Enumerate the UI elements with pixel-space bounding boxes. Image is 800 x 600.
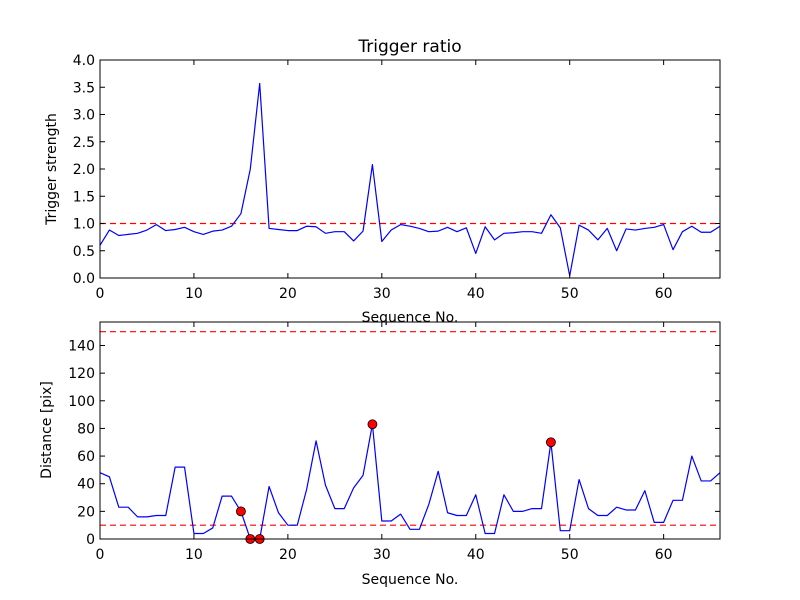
- x-tick-label: 40: [467, 286, 485, 302]
- chart-title: Trigger ratio: [357, 37, 461, 57]
- highlight-marker: [236, 506, 246, 517]
- series-line: [99, 423, 721, 540]
- y-tick-label: 3.0: [73, 108, 95, 124]
- y-tick-label: 2.5: [73, 135, 95, 151]
- x-tick-label: 50: [561, 547, 579, 563]
- x-tick-label: 50: [561, 286, 579, 302]
- distance-chart: 0 10 20 30 40 50 60 0 20 40 60 80 100 120 140 Sequence…: [39, 321, 721, 588]
- y-tick-label: 1.0: [73, 217, 95, 233]
- y-tick-label: 100: [68, 394, 95, 410]
- y-tick-label: 3.5: [73, 80, 95, 96]
- y-tick-label: 1.5: [73, 189, 95, 205]
- x-tick-label: 30: [373, 547, 391, 563]
- x-tick-label: 10: [185, 286, 203, 302]
- y-tick-label: 120: [68, 366, 95, 382]
- highlight-marker: [367, 419, 378, 430]
- y-tick-label: 80: [77, 421, 95, 437]
- y-tick-label: 60: [77, 449, 95, 465]
- trigger-ratio-chart: Trigger ratio 0 10 20 30 40 50 60 0.0 0.5 1.0 1.5 2…: [44, 37, 721, 326]
- plot-frame: [99, 59, 721, 279]
- y-tick-label: 4.0: [73, 53, 95, 69]
- highlight-marker: [546, 437, 556, 448]
- x-tick-label: 60: [655, 286, 673, 302]
- y-tick-label: 20: [77, 504, 95, 520]
- y-tick-label: 2.0: [73, 162, 95, 178]
- y-tick-label: 0.5: [73, 244, 95, 260]
- x-tick-label: 20: [279, 286, 297, 302]
- plot-frame: [99, 321, 721, 540]
- x-tick-label: 60: [655, 547, 673, 563]
- y-axis-label: Distance [pix]: [39, 381, 55, 479]
- y-tick-label: 0.0: [73, 271, 95, 287]
- x-axis-label: Sequence No.: [362, 572, 459, 588]
- x-tick-label: 20: [279, 547, 297, 563]
- series-line: [99, 82, 721, 277]
- x-tick-label: 10: [185, 547, 203, 563]
- x-tick-label: 0: [96, 286, 105, 302]
- x-tick-label: 0: [96, 547, 105, 563]
- y-tick-label: 140: [68, 338, 95, 354]
- x-tick-label: 30: [373, 286, 391, 302]
- x-tick-label: 40: [467, 547, 485, 563]
- y-tick-label: 0: [86, 532, 95, 548]
- y-axis-label: Trigger strength: [44, 113, 60, 226]
- y-tick-label: 40: [77, 477, 95, 493]
- x-axis-label: Sequence No.: [362, 310, 459, 326]
